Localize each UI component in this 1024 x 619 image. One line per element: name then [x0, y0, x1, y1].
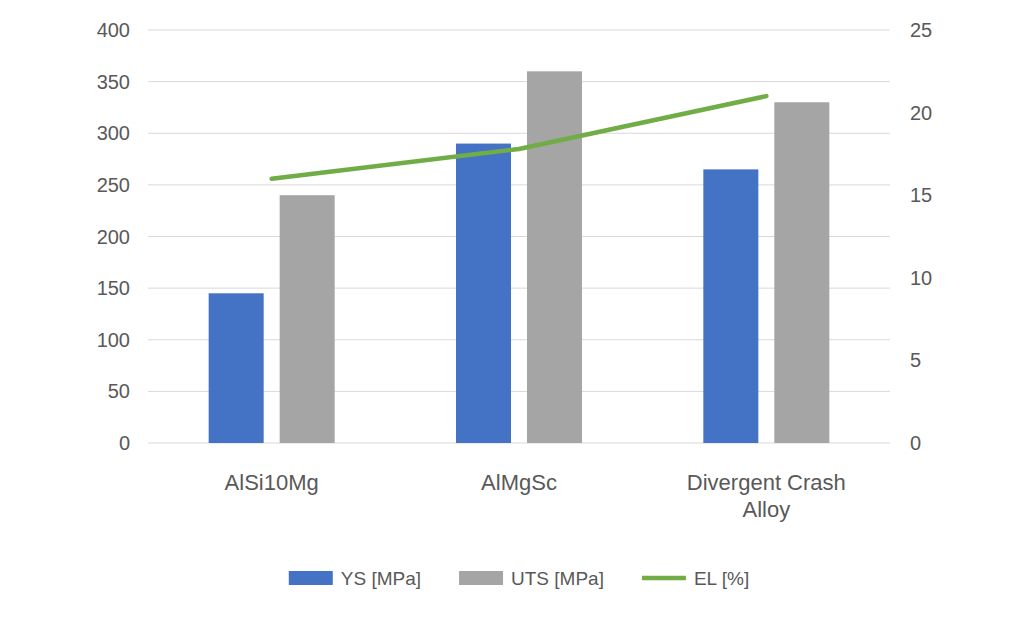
- y-tick-label: 150: [97, 277, 130, 299]
- line: [272, 96, 767, 179]
- legend-item: YS [MPa]: [289, 568, 421, 589]
- legend-key: [459, 571, 503, 585]
- bar: [774, 102, 829, 443]
- legend-label: YS [MPa]: [341, 568, 421, 589]
- chart-svg: 0 50 100 150 200 250 300 350 400 0 5 10 15 20 25 AlSi10…: [0, 0, 1024, 619]
- legend: YS [MPa] UTS [MPa] EL [%]: [289, 568, 749, 589]
- y2-tick-label: 10: [910, 267, 932, 289]
- legend-label: EL [%]: [694, 568, 749, 589]
- x-tick-label: AlSi10Mg: [225, 470, 319, 495]
- y-tick-label: 350: [97, 71, 130, 93]
- y-tick-label: 0: [119, 432, 130, 454]
- y-tick-label: 100: [97, 329, 130, 351]
- bar: [456, 144, 511, 443]
- y2-tick-label: 15: [910, 184, 932, 206]
- x-tick-label: AlMgSc: [481, 470, 557, 495]
- grid-line: [148, 30, 890, 31]
- chart-container: 0 50 100 150 200 250 300 350 400 0 5 10 15 20 25 AlSi10…: [0, 0, 1024, 619]
- y-tick-label: 200: [97, 226, 130, 248]
- bar: [527, 71, 582, 443]
- y-tick-label: 50: [108, 380, 130, 402]
- y2-tick-label: 5: [910, 349, 921, 371]
- bar: [703, 169, 758, 443]
- legend-item: EL [%]: [642, 568, 749, 589]
- y-tick-label: 400: [97, 19, 130, 41]
- grid-line: [148, 81, 890, 82]
- bar: [280, 195, 335, 443]
- bar: [209, 293, 264, 443]
- x-tick-label: Divergent CrashAlloy: [687, 470, 846, 522]
- marks: [209, 71, 830, 443]
- legend-key: [289, 571, 333, 585]
- legend-label: UTS [MPa]: [511, 568, 604, 589]
- legend-item: UTS [MPa]: [459, 568, 604, 589]
- y-tick-label: 250: [97, 174, 130, 196]
- y2-tick-label: 25: [910, 19, 932, 41]
- y-tick-label: 300: [97, 122, 130, 144]
- y2-tick-label: 20: [910, 102, 932, 124]
- legend-key: [642, 576, 686, 581]
- grid: [148, 30, 890, 443]
- y2-tick-label: 0: [910, 432, 921, 454]
